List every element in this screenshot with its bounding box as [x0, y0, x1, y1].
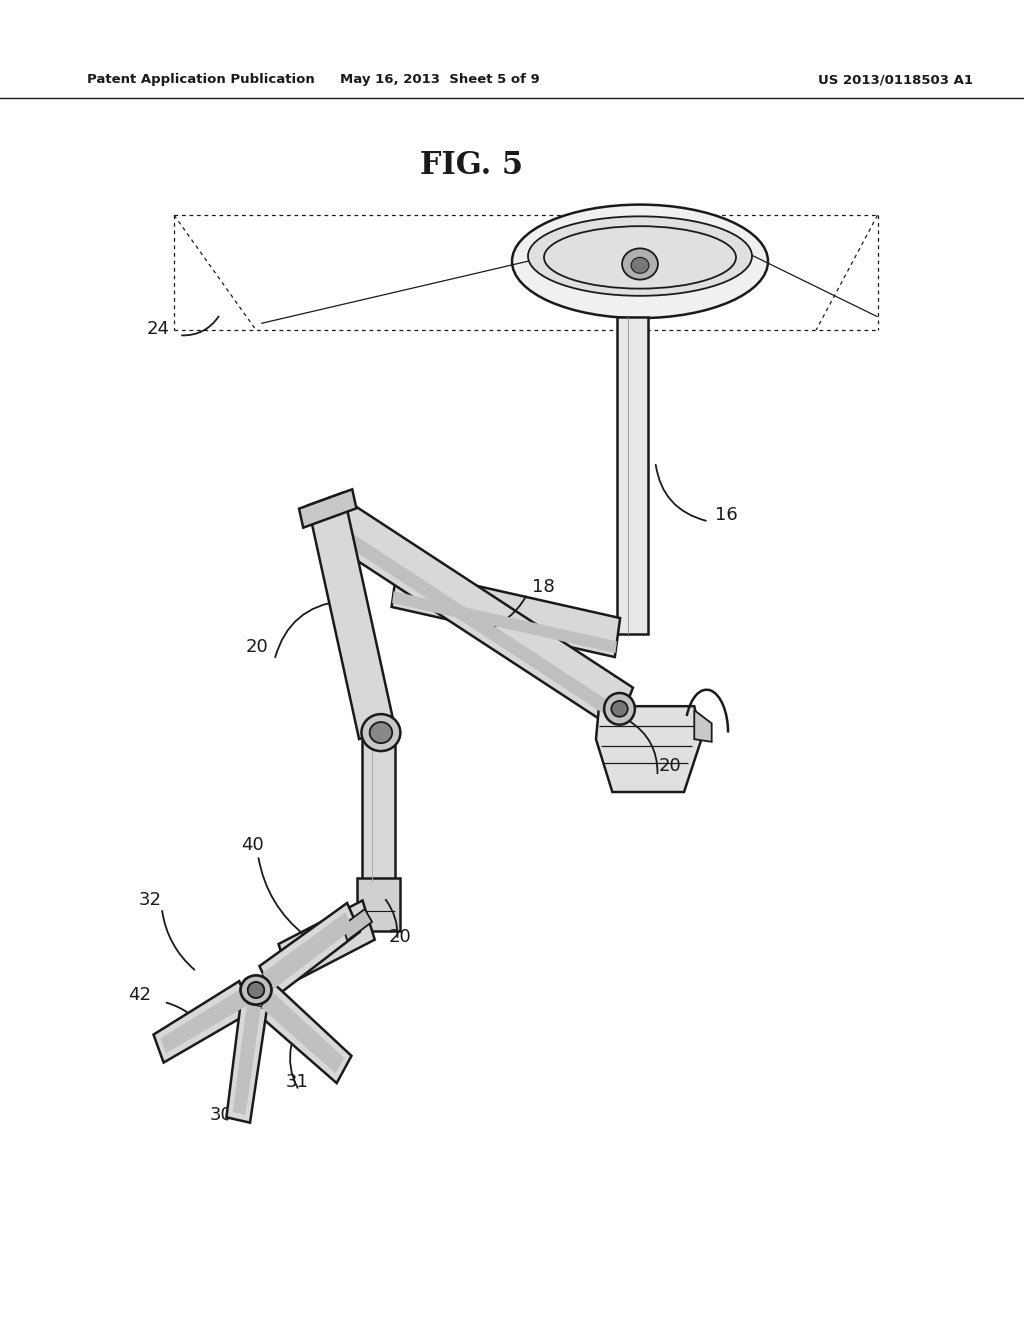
Ellipse shape — [611, 701, 628, 717]
Ellipse shape — [248, 982, 264, 998]
Text: 18: 18 — [532, 578, 555, 597]
Polygon shape — [232, 1005, 261, 1115]
Polygon shape — [694, 710, 712, 742]
Polygon shape — [392, 591, 616, 653]
Polygon shape — [299, 490, 356, 528]
Polygon shape — [154, 981, 251, 1063]
Polygon shape — [332, 524, 624, 723]
Ellipse shape — [631, 257, 649, 273]
Polygon shape — [362, 733, 395, 882]
Polygon shape — [161, 989, 248, 1053]
Text: 20: 20 — [246, 638, 268, 656]
Polygon shape — [259, 903, 360, 998]
Ellipse shape — [241, 975, 271, 1005]
Polygon shape — [226, 1003, 267, 1123]
Text: 31: 31 — [286, 1073, 308, 1092]
Text: 32: 32 — [138, 891, 161, 909]
Text: US 2013/0118503 A1: US 2013/0118503 A1 — [818, 74, 974, 86]
Text: 30: 30 — [210, 1106, 232, 1125]
Polygon shape — [308, 492, 394, 739]
Polygon shape — [261, 990, 344, 1073]
Text: 20: 20 — [658, 756, 681, 775]
Polygon shape — [330, 500, 633, 730]
Text: 42: 42 — [129, 986, 152, 1005]
Ellipse shape — [370, 722, 392, 743]
Ellipse shape — [248, 982, 264, 998]
Ellipse shape — [361, 714, 400, 751]
Polygon shape — [596, 706, 701, 792]
Ellipse shape — [528, 216, 752, 296]
Text: 40: 40 — [241, 836, 263, 854]
Polygon shape — [617, 317, 648, 634]
Text: 16: 16 — [715, 506, 737, 524]
Polygon shape — [279, 900, 375, 983]
Text: May 16, 2013  Sheet 5 of 9: May 16, 2013 Sheet 5 of 9 — [340, 74, 541, 86]
Text: FIG. 5: FIG. 5 — [420, 149, 522, 181]
Polygon shape — [357, 878, 400, 931]
Text: 24: 24 — [147, 319, 170, 338]
Ellipse shape — [604, 693, 635, 725]
Polygon shape — [391, 568, 621, 657]
Ellipse shape — [512, 205, 768, 318]
Ellipse shape — [623, 248, 658, 280]
Text: 20: 20 — [389, 928, 412, 946]
Polygon shape — [342, 909, 372, 940]
Ellipse shape — [241, 975, 271, 1005]
Text: Patent Application Publication: Patent Application Publication — [87, 74, 314, 86]
Polygon shape — [258, 983, 351, 1084]
Polygon shape — [262, 912, 353, 991]
